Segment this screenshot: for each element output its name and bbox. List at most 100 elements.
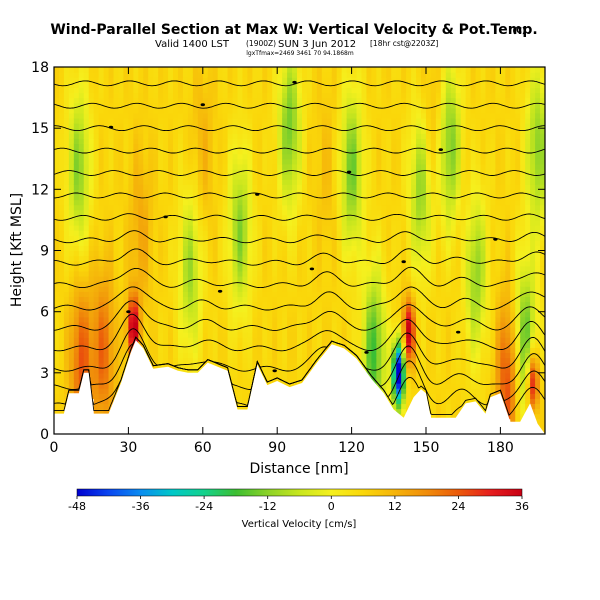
heat-cell — [207, 117, 214, 124]
heat-cell — [177, 92, 184, 99]
heat-cell — [242, 332, 249, 338]
heat-cell — [445, 408, 452, 415]
heat-cell — [386, 87, 392, 94]
heat-cell — [163, 275, 169, 282]
heat-cell — [202, 225, 209, 231]
heat-cell — [411, 138, 417, 145]
heat-cell — [93, 133, 100, 139]
heat-cell — [177, 275, 184, 282]
heat-cell — [396, 316, 402, 323]
heat-cell — [391, 342, 397, 348]
heat-cell — [187, 245, 194, 252]
heat-cell — [148, 230, 154, 236]
heat-cell — [331, 306, 338, 313]
heat-cell — [148, 102, 154, 109]
heat-cell — [430, 352, 437, 359]
heat-cell — [366, 97, 373, 104]
heat-cell — [54, 168, 60, 175]
heat-cell — [133, 199, 139, 206]
heat-cell — [311, 260, 318, 267]
heat-cell — [297, 357, 303, 364]
heat-cell — [158, 204, 164, 211]
heat-cell — [366, 77, 373, 83]
heat-cell — [54, 311, 60, 318]
heat-cell — [381, 270, 387, 277]
heat-cell — [247, 265, 253, 272]
heat-cell — [212, 143, 219, 150]
heat-cell — [237, 291, 244, 297]
heat-cell — [356, 128, 363, 134]
heat-cell — [346, 296, 353, 303]
heat-cell — [232, 291, 239, 297]
heat-cell — [311, 102, 318, 109]
heat-cell — [381, 143, 387, 150]
heat-cell — [217, 321, 224, 328]
heat-cell — [83, 204, 90, 211]
heat-cell — [267, 107, 273, 114]
heat-cell — [187, 148, 194, 155]
heat-cell — [54, 306, 60, 313]
heat-cell — [58, 321, 65, 328]
heat-cell — [267, 281, 273, 287]
heat-cell — [118, 82, 125, 88]
heat-cell — [133, 255, 139, 262]
heat-cell — [73, 301, 80, 308]
heat-cell — [93, 362, 100, 369]
heat-cell — [192, 128, 199, 134]
heat-cell — [396, 204, 402, 211]
heat-cell — [401, 326, 407, 333]
heat-cell — [401, 296, 407, 303]
heat-cell — [168, 306, 174, 313]
heat-cell — [371, 117, 377, 124]
heat-cell — [391, 372, 397, 379]
heat-cell — [138, 102, 144, 109]
heat-cell — [182, 163, 189, 170]
heat-cell — [207, 189, 214, 196]
heat-cell — [425, 87, 432, 94]
heat-cell — [411, 174, 417, 180]
heat-cell — [351, 153, 358, 160]
heat-cell — [177, 204, 184, 211]
heat-cell — [88, 128, 95, 134]
heat-cell — [386, 347, 392, 354]
heat-cell — [202, 209, 209, 216]
heat-cell — [232, 311, 239, 318]
heat-cell — [143, 163, 149, 170]
heat-cell — [98, 204, 105, 211]
heat-cell — [411, 199, 417, 206]
heat-cell — [416, 377, 422, 384]
heat-cell — [73, 255, 80, 262]
heat-cell — [435, 352, 442, 359]
heat-cell — [54, 230, 60, 236]
heat-cell — [118, 326, 125, 333]
heat-cell — [277, 377, 283, 384]
heat-cell — [177, 138, 184, 145]
heat-cell — [232, 388, 239, 394]
heat-cell — [68, 143, 75, 150]
heat-cell — [222, 204, 229, 211]
heat-cell — [282, 123, 288, 129]
heat-cell — [257, 107, 263, 114]
heat-cell — [217, 301, 224, 308]
heat-cell — [133, 153, 139, 160]
heat-cell — [217, 265, 224, 272]
heat-cell — [108, 128, 115, 134]
heat-cell — [192, 321, 199, 328]
heat-cell — [138, 219, 144, 226]
heat-cell — [287, 77, 293, 83]
heat-cell — [68, 332, 75, 338]
heat-cell — [247, 260, 253, 267]
heat-cell — [242, 225, 249, 231]
heat-cell — [366, 209, 373, 216]
heat-cell — [138, 225, 144, 231]
heat-cell — [391, 148, 397, 155]
heat-cell — [326, 82, 333, 88]
heat-cell — [148, 107, 154, 114]
heat-cell — [113, 316, 120, 323]
heat-cell — [197, 352, 204, 359]
heat-cell — [282, 260, 288, 267]
heat-cell — [356, 291, 363, 297]
heat-cell — [242, 112, 249, 119]
heat-cell — [311, 117, 318, 124]
heat-cell — [93, 82, 100, 88]
